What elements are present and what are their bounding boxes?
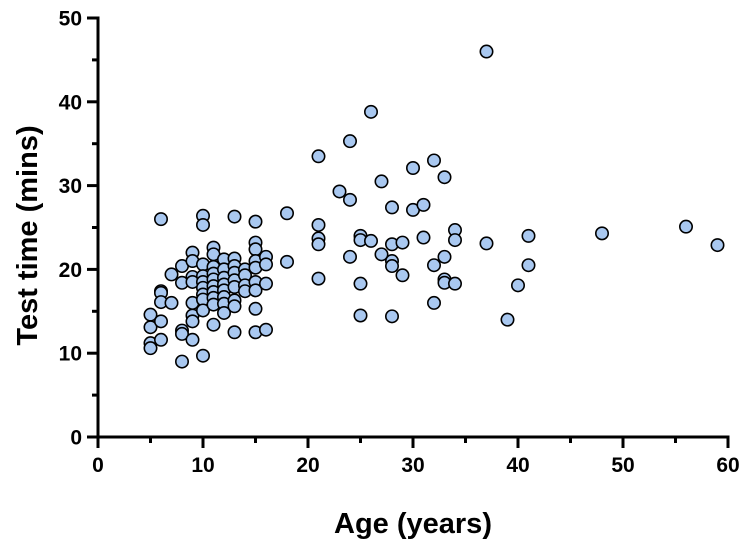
data-point [374,174,389,189]
data-point [227,209,242,224]
data-point [164,267,179,282]
data-point [196,217,211,232]
data-point [395,268,410,283]
data-point [143,320,158,335]
data-point [185,314,200,329]
data-point [395,235,410,250]
data-point [447,233,462,248]
data-point [227,299,242,314]
x-tick-label: 10 [191,454,214,477]
data-point [217,305,232,320]
data-point [678,219,693,234]
data-point [164,295,179,310]
data-point [311,237,326,252]
data-point [154,332,169,347]
data-point [416,197,431,212]
data-point [437,170,452,185]
data-point [248,283,263,298]
data-point [175,326,190,341]
data-point [258,322,273,337]
data-point [311,271,326,286]
data-point [154,212,169,227]
data-point [154,314,169,329]
data-point [710,238,725,253]
data-points [143,44,725,369]
x-tick-label: 40 [506,454,529,477]
data-point [342,249,357,264]
data-point [437,249,452,264]
data-point [279,254,294,269]
data-point [175,354,190,369]
data-point [248,301,263,316]
data-point [311,217,326,232]
y-axis-ticks: 0 10 20 30 40 50 [59,8,98,450]
data-point [258,276,273,291]
x-axis-title: Age (years) [334,508,492,540]
data-point [363,104,378,119]
data-point [426,295,441,310]
data-point [258,257,273,272]
y-tick-label: 40 [59,91,82,114]
data-point [279,206,294,221]
data-point [143,341,158,356]
data-point [521,228,536,243]
data-point [426,153,441,168]
y-tick-label: 20 [59,259,82,282]
x-tick-label: 0 [92,454,104,477]
data-point [521,258,536,273]
x-axis-ticks: 0 10 20 30 40 50 60 [92,437,740,477]
data-point [342,134,357,149]
data-point [248,214,263,229]
data-point [374,247,389,262]
data-point [416,230,431,245]
data-point [185,332,200,347]
data-point [353,308,368,323]
data-point [479,236,494,251]
data-point [196,303,211,318]
data-point [405,161,420,176]
data-point [332,184,347,199]
x-tick-label: 60 [716,454,739,477]
data-point [594,226,609,241]
y-tick-label: 50 [59,8,82,31]
data-point [384,200,399,215]
y-tick-label: 0 [70,427,82,450]
data-point [384,259,399,274]
data-point [311,149,326,164]
y-tick-label: 30 [59,175,82,198]
data-point [500,312,515,327]
data-point [227,325,242,340]
x-tick-label: 50 [611,454,634,477]
data-point [363,233,378,248]
data-point [353,276,368,291]
data-point [342,192,357,207]
data-point [426,258,441,273]
data-point [196,348,211,363]
data-point [206,317,221,332]
data-point [479,44,494,59]
y-axis-title: Test time (mins) [12,125,44,345]
y-tick-label: 10 [59,343,82,366]
data-point [447,276,462,291]
data-point [510,278,525,293]
x-tick-label: 20 [296,454,319,477]
x-tick-label: 30 [401,454,424,477]
data-point [384,309,399,324]
